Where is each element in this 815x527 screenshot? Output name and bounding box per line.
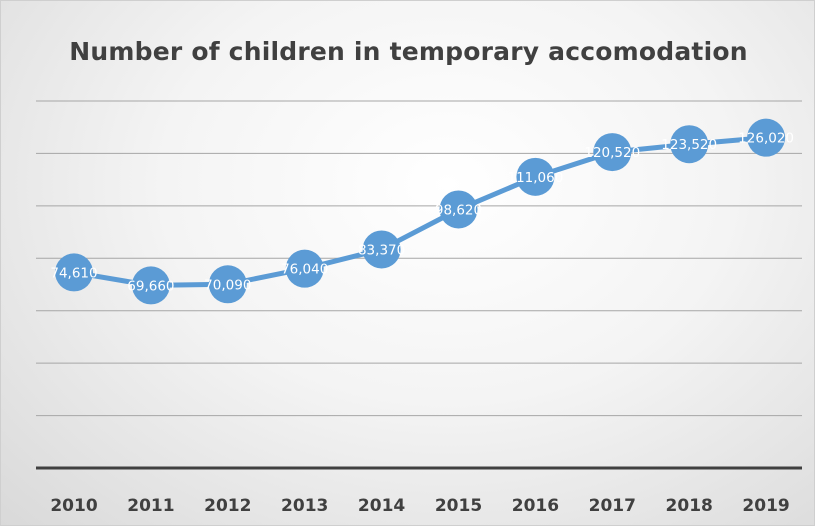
series-line [73,135,767,288]
data-point [55,253,93,292]
data-label: 120,520 [584,145,640,161]
data-point [593,133,632,172]
data-point [439,190,478,229]
x-tick-label: 2017 [589,496,636,516]
data-label: 74,610 [50,265,97,281]
x-tick-label: 2014 [358,496,405,516]
data-label: 123,520 [661,137,717,153]
data-label: 76,040 [281,262,328,278]
data-point [208,265,247,304]
data-point [362,230,401,269]
data-label: 70,090 [204,277,251,293]
x-tick-label: 2015 [435,496,482,516]
x-tick-label: 2012 [204,496,251,516]
data-label: 83,370 [358,242,405,258]
data-point [670,125,709,164]
data-point [285,249,324,288]
x-tick-label: 2019 [742,496,789,516]
chart-title: Number of children in temporary accomoda… [69,37,748,66]
data-label: 98,620 [435,202,482,218]
data-label: 111,060 [507,170,563,186]
x-tick-label: 2010 [50,496,97,516]
x-tick-label: 2013 [281,496,328,516]
data-label: 126,020 [738,131,794,147]
x-tick-label: 2018 [666,496,713,516]
data-point [516,157,555,196]
data-point [131,266,170,305]
data-point [747,118,786,157]
x-tick-label: 2016 [512,496,559,516]
data-label: 69,660 [127,278,174,294]
x-tick-label: 2011 [127,496,174,516]
